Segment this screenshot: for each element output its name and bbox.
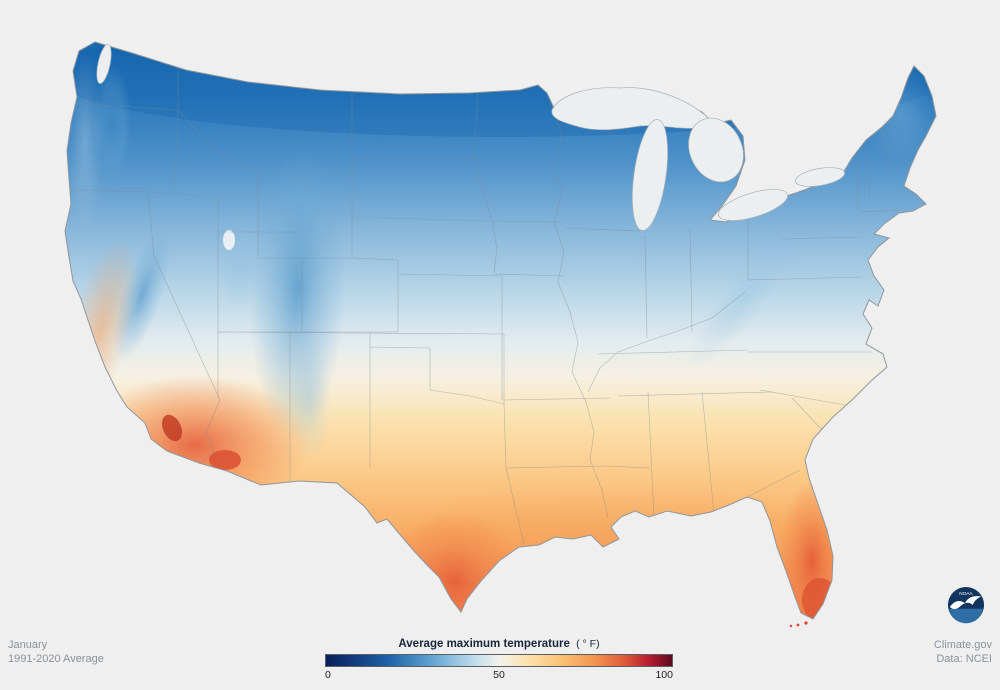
legend-ticks: 0 50 100 <box>325 669 673 682</box>
great-lakes <box>96 44 846 231</box>
florida-keys <box>789 621 808 628</box>
data-source-label: Data: NCEI <box>936 653 992 666</box>
legend-tick-min: 0 <box>325 669 331 681</box>
lake-michigan <box>631 119 669 231</box>
legend-unit: ( ° F) <box>576 638 600 650</box>
great-salt-lake <box>223 230 235 250</box>
attribution: Climate.gov Data: NCEI <box>934 638 992 667</box>
lake-ontario <box>794 167 846 187</box>
puget-sound <box>96 44 112 84</box>
legend-tick-mid: 50 <box>493 669 505 681</box>
legend: Average maximum temperature ( ° F) 0 50 … <box>325 638 673 682</box>
wasatch-cool-patch <box>218 205 262 315</box>
state-borders <box>67 64 901 545</box>
period-label: 1991-2020 Average <box>8 653 104 666</box>
legend-title: Average maximum temperature <box>398 638 570 650</box>
legend-gradient-bar <box>325 654 673 667</box>
source-label: Climate.gov <box>933 639 992 651</box>
lake-erie <box>718 189 788 221</box>
noaa-logo-sea <box>949 608 983 624</box>
legend-title-row: Average maximum temperature ( ° F) <box>325 638 673 650</box>
legend-tick-max: 100 <box>655 669 673 681</box>
lake-huron <box>688 117 744 183</box>
month-label: January <box>8 639 48 651</box>
noaa-seagull-icon <box>949 596 982 610</box>
appalachians-cool-patch <box>686 231 798 369</box>
noaa-logo-text: NOAA <box>959 591 973 597</box>
map-caption: January 1991-2020 Average <box>8 638 104 667</box>
noaa-logo: NOAA <box>947 586 985 624</box>
